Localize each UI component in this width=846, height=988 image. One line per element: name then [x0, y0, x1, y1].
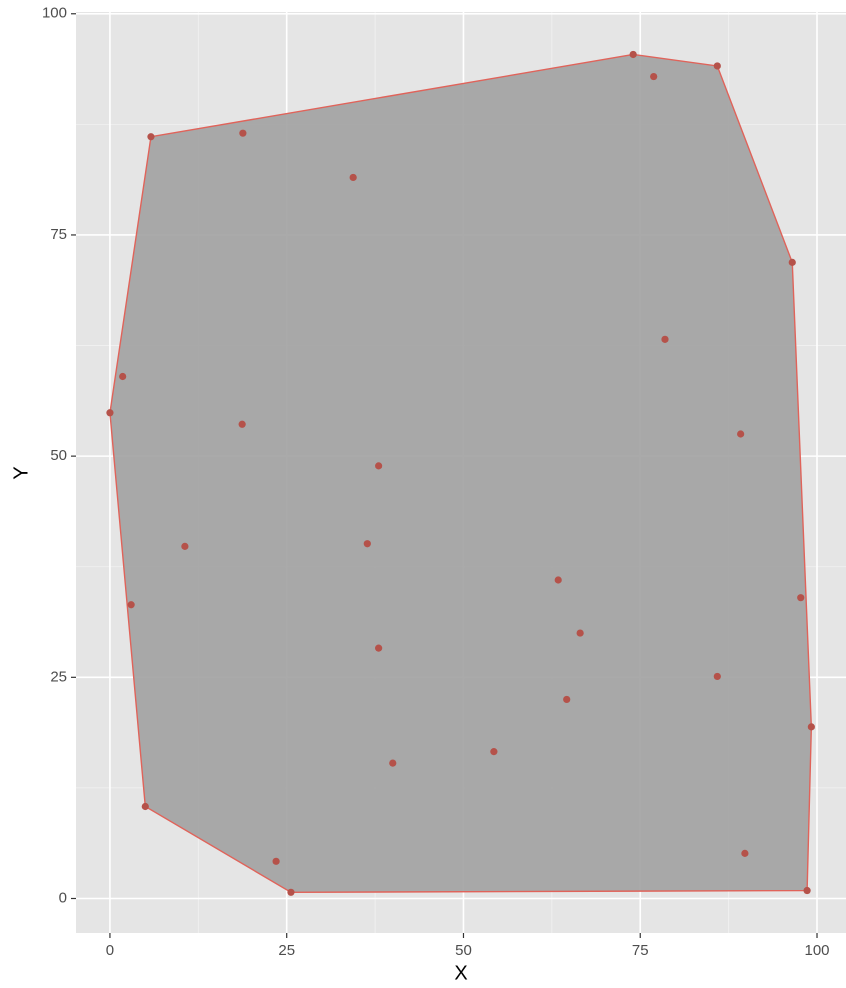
point: [563, 695, 571, 704]
x-tick-label: 75: [632, 942, 649, 959]
point: [629, 50, 637, 59]
x-tick-label: 100: [804, 942, 829, 959]
y-tick-label: 75: [50, 226, 67, 243]
point: [119, 372, 127, 381]
point: [238, 420, 246, 428]
y-tick-label: 25: [50, 668, 67, 685]
point: [490, 748, 498, 756]
y-tick-label: 100: [42, 5, 67, 22]
marks: [106, 50, 815, 896]
y-tick-label: 50: [50, 447, 67, 464]
x-tick-label: 25: [278, 942, 295, 959]
point: [272, 857, 280, 865]
x-tick-label: 50: [455, 942, 472, 959]
point: [713, 62, 721, 70]
point: [127, 601, 135, 609]
point: [106, 409, 114, 417]
point: [741, 849, 749, 857]
point: [788, 258, 796, 266]
point: [375, 462, 383, 470]
point: [147, 133, 155, 141]
point: [803, 886, 811, 895]
point: [349, 173, 357, 182]
point: [181, 542, 189, 550]
point: [554, 576, 562, 584]
point: [287, 888, 295, 896]
x-tick-label: 0: [106, 942, 114, 959]
point: [576, 629, 584, 637]
x-axis-title: X: [454, 962, 467, 984]
point: [737, 430, 745, 438]
point: [807, 723, 815, 731]
point: [363, 540, 371, 548]
point: [650, 72, 658, 81]
point: [375, 644, 383, 652]
y-axis-title: Y: [10, 466, 32, 479]
hull: [109, 53, 813, 894]
point: [661, 335, 669, 343]
point: [239, 129, 247, 137]
point: [713, 672, 721, 681]
y-tick-label: 0: [59, 889, 67, 906]
point: [797, 594, 805, 602]
point: [141, 802, 149, 811]
point: [389, 759, 397, 767]
